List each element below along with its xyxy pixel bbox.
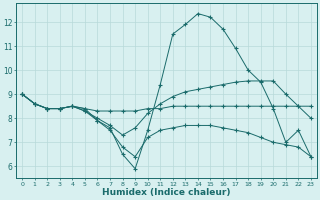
X-axis label: Humidex (Indice chaleur): Humidex (Indice chaleur) — [102, 188, 231, 197]
